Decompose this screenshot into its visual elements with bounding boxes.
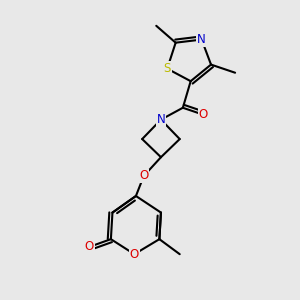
Text: N: N <box>197 33 206 46</box>
Text: O: O <box>130 248 139 261</box>
Text: O: O <box>139 169 148 182</box>
Text: O: O <box>199 108 208 121</box>
Text: N: N <box>157 113 165 126</box>
Text: S: S <box>164 62 171 75</box>
Text: O: O <box>84 241 94 254</box>
